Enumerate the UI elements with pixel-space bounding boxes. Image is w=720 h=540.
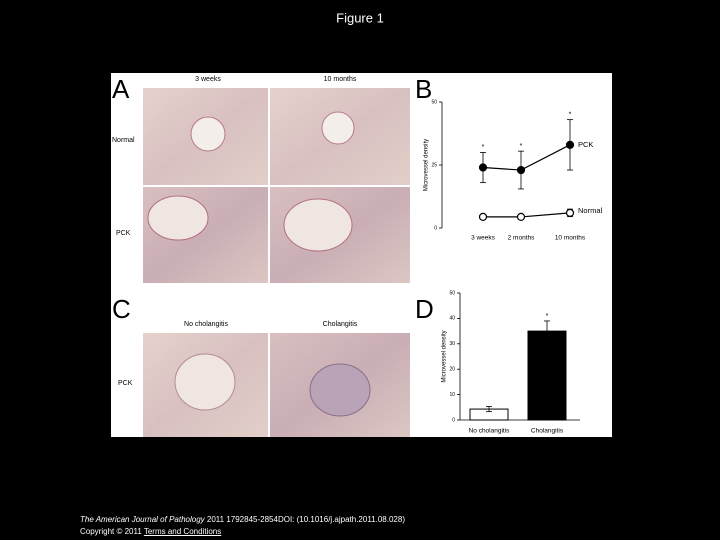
y-tick-label: 40 (449, 316, 455, 322)
column-label: No cholangitis (184, 321, 228, 328)
legend-label: PCK (578, 140, 593, 149)
y-tick-label: 10 (449, 392, 455, 398)
row-label: Normal (112, 137, 135, 144)
copyright-text: Copyright © 2011 (80, 527, 142, 536)
bar (527, 330, 567, 421)
significance: * (482, 144, 485, 151)
duct (174, 353, 236, 411)
y-axis-label: Microvessel density (442, 330, 448, 382)
citation-text: 2011 1792845-2854DOI: (10.1016/j.ajpath.… (206, 515, 405, 524)
column-label: Cholangitis (323, 321, 358, 328)
x-tick-label: No cholangitis (469, 428, 511, 435)
terms-link[interactable]: Terms and Conditions (143, 527, 222, 536)
y-tick-label: 20 (449, 367, 455, 373)
column-label: 3 weeks (195, 76, 221, 83)
duct (147, 195, 209, 241)
slide-title: Figure 1 (336, 10, 384, 25)
y-tick-label: 50 (431, 99, 437, 105)
significance: * (569, 111, 572, 118)
legend-label: Normal (578, 206, 603, 215)
panel-letter: A (112, 74, 130, 104)
vessel (321, 111, 355, 145)
y-tick-label: 0 (452, 417, 455, 423)
copyright: Copyright © 2011 Terms and Conditions (80, 527, 221, 536)
duct (283, 198, 353, 252)
y-axis-label: Microvessel density (424, 139, 430, 191)
journal: The American Journal of Pathology (80, 515, 205, 524)
x-tick-label: Cholangitis (531, 428, 564, 435)
column-label: 10 months (324, 76, 357, 83)
row-label: PCK (118, 380, 133, 387)
y-tick-label: 50 (449, 290, 455, 296)
y-tick-label: 25 (431, 162, 437, 168)
y-tick-label: 30 (449, 341, 455, 347)
point (565, 140, 575, 149)
inflamed-duct (309, 363, 371, 417)
significance: * (520, 143, 523, 150)
panel-letter: B (415, 74, 432, 104)
point (478, 163, 488, 172)
y-tick-label: 0 (434, 225, 437, 231)
panel-letter: C (112, 294, 131, 324)
significance: * (546, 313, 549, 320)
x-tick-label: 2 months (508, 235, 535, 242)
citation: The American Journal of Pathology 2011 1… (80, 515, 405, 524)
x-tick-label: 3 weeks (471, 235, 496, 242)
row-label: PCK (116, 230, 131, 237)
point (565, 208, 575, 217)
panel-letter: D (415, 294, 434, 324)
vessel (190, 116, 226, 152)
x-tick-label: 10 months (555, 235, 586, 242)
point (516, 212, 526, 222)
point (516, 165, 526, 175)
point (478, 212, 488, 222)
